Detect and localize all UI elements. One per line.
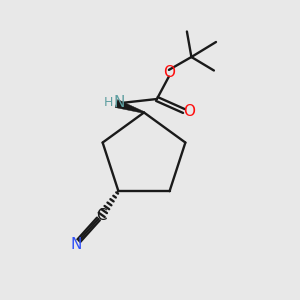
Polygon shape <box>115 100 144 113</box>
Text: H: H <box>104 96 114 110</box>
Text: C: C <box>97 208 107 223</box>
Text: N: N <box>113 95 125 110</box>
Text: O: O <box>183 104 195 119</box>
Text: O: O <box>163 65 175 80</box>
Text: N: N <box>71 237 82 252</box>
